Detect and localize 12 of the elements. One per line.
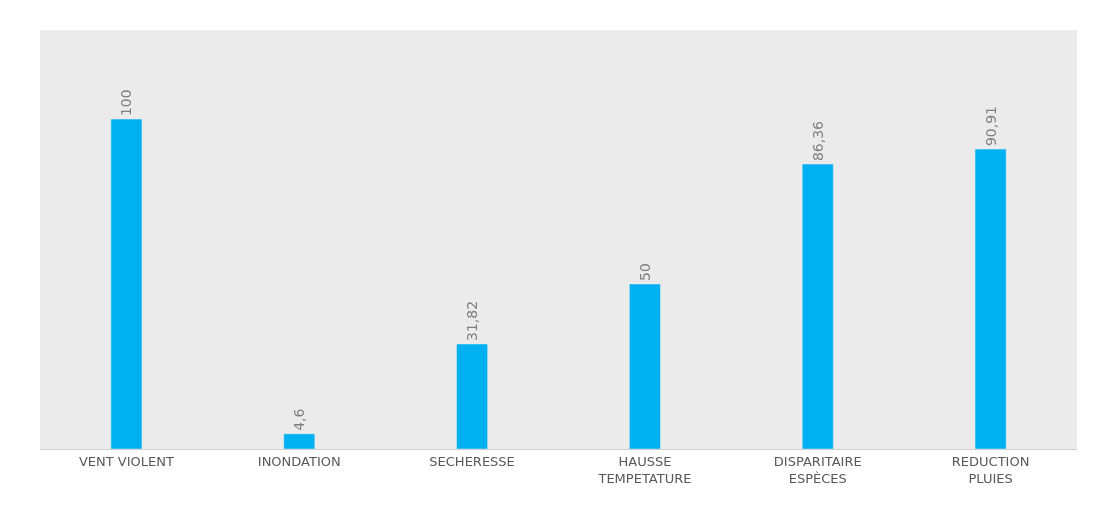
x-tick-label: VENT VIOLENT <box>78 453 174 469</box>
x-tick-label: HAUSSE TEMPETATURE <box>597 453 692 486</box>
data-label: 31,82 <box>464 300 481 342</box>
data-label: 50 <box>636 263 653 282</box>
x-tick-label: INONDATION <box>257 453 341 469</box>
data-label: 86,36 <box>809 120 826 162</box>
x-tick-label: SECHERESSE <box>429 453 515 469</box>
data-label: 100 <box>118 89 135 117</box>
x-tick-label: REDUCTION PLUIES <box>951 453 1030 486</box>
x-tick-label: DISPARITAIRE ESPÈCES <box>773 453 862 486</box>
data-label: 4,6 <box>291 408 308 431</box>
data-label: 90,91 <box>982 105 999 147</box>
